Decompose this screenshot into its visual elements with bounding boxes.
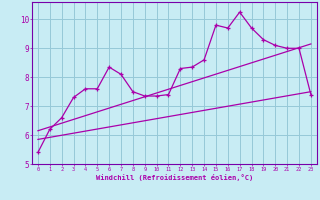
X-axis label: Windchill (Refroidissement éolien,°C): Windchill (Refroidissement éolien,°C) [96,174,253,181]
